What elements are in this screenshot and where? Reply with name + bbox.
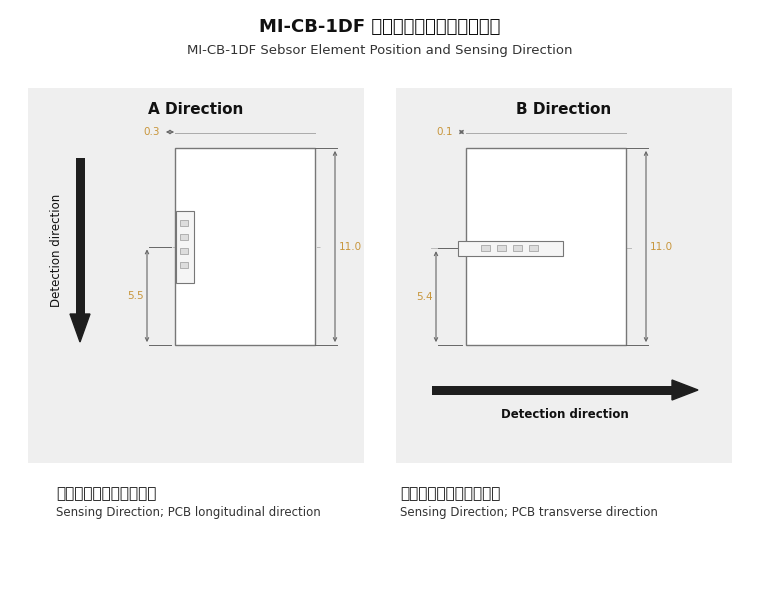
Text: MI-CB-1DF センサ素子位置と感磁方向: MI-CB-1DF センサ素子位置と感磁方向 [259, 18, 501, 36]
Bar [481, 245, 490, 251]
Text: 感磁方向：基板長手方向: 感磁方向：基板長手方向 [56, 486, 157, 501]
Bar [396, 88, 732, 463]
Text: Sensing Direction; PCB longitudinal direction: Sensing Direction; PCB longitudinal dire… [56, 506, 321, 519]
Bar [513, 245, 522, 251]
Text: 11.0: 11.0 [339, 242, 362, 252]
Bar [176, 211, 194, 283]
Text: 感磁方向：基板長手方向: 感磁方向：基板長手方向 [400, 486, 500, 501]
Bar [180, 220, 188, 226]
Text: A Direction: A Direction [148, 102, 244, 117]
Bar [180, 261, 188, 268]
Text: 0.3: 0.3 [144, 127, 160, 137]
Bar [180, 248, 188, 253]
Bar [458, 241, 563, 256]
Polygon shape [70, 314, 90, 342]
Text: 5.5: 5.5 [128, 291, 144, 300]
Text: MI-CB-1DF Sebsor Element Position and Sensing Direction: MI-CB-1DF Sebsor Element Position and Se… [187, 44, 573, 57]
Text: 11.0: 11.0 [650, 242, 673, 252]
Bar [28, 88, 364, 463]
Bar [466, 148, 626, 345]
Bar [529, 245, 538, 251]
Text: Sensing Direction; PCB transverse direction: Sensing Direction; PCB transverse direct… [400, 506, 658, 519]
Bar [180, 233, 188, 240]
Bar [175, 148, 315, 345]
Text: 0.1: 0.1 [436, 127, 453, 137]
Text: Detection direction: Detection direction [501, 408, 629, 421]
Text: 5.4: 5.4 [416, 292, 433, 302]
Text: Detection direction: Detection direction [49, 193, 62, 306]
Polygon shape [672, 380, 698, 400]
Text: B Direction: B Direction [516, 102, 612, 117]
Bar [432, 386, 672, 394]
Bar [75, 158, 84, 314]
Bar [497, 245, 506, 251]
